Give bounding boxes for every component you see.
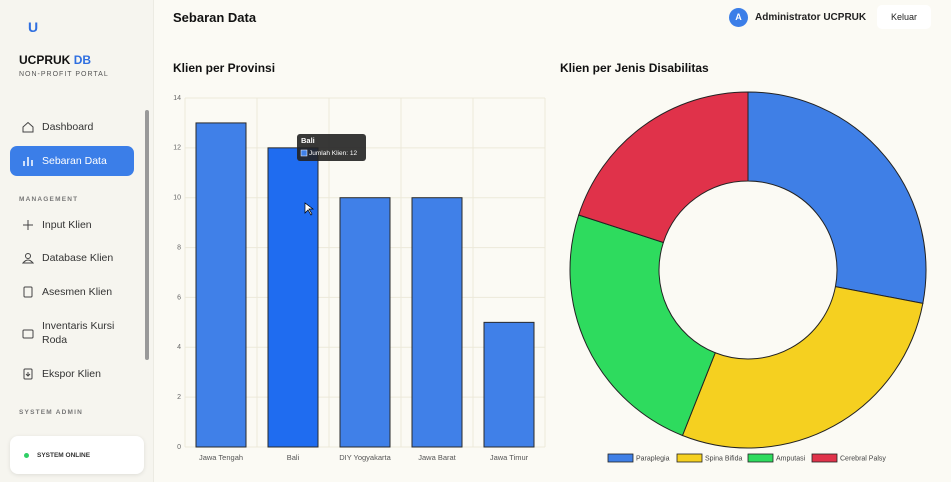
nav-item-active[interactable]: Sebaran Data [10,146,134,176]
bar [267,147,319,448]
tooltip [297,134,366,161]
status-card: SYSTEM ONLINE [10,436,144,474]
section-label: MANAGEMENT [19,196,79,203]
nav-label: Dashboard [42,121,94,133]
chart-title: Klien per Jenis Disabilitas [560,61,709,75]
tooltip-title: Bali [301,136,315,145]
sidebar: U UCPRUK DB NON-PROFIT PORTAL Dashboard … [0,0,154,482]
bar [195,122,247,448]
icon [22,121,34,133]
avatar: A [729,8,748,27]
nav-item[interactable]: Input Klien [10,210,134,240]
y-tick-label: 12 [173,145,181,152]
logo: U [28,19,39,35]
nav-item[interactable]: Database Klien [10,243,134,273]
icon [23,220,33,230]
brand-subtitle: NON-PROFIT PORTAL [19,71,109,78]
y-tick-label: 10 [173,195,181,202]
legend-swatch [676,453,703,463]
tooltip-body: Jumlah Klien: 12 [309,150,357,157]
y-tick-label: 6 [177,294,181,301]
legend-label: Paraplegia [636,455,670,462]
y-tick-label: 2 [177,394,181,401]
nav-label: Asesmen Klien [42,286,113,298]
legend-label: Amputasi [776,455,806,462]
doughnut-slice [747,91,927,304]
status-dot [24,452,29,458]
nav-label: Sebaran Data [42,155,107,167]
bar [483,321,535,448]
nav-label: Database Klien [42,252,114,264]
logout-button[interactable]: Keluar [877,5,931,29]
cursor [304,202,315,216]
icon [22,329,34,339]
chart-title: Klien per Provinsi [173,61,275,75]
x-tick-label: DIY Yogyakarta [339,453,391,462]
y-tick-label: 14 [173,95,181,102]
legend-label: Spina Bifida [705,455,742,462]
doughnut-slice [578,91,749,244]
icon [23,157,33,166]
icon [23,286,33,298]
y-tick-label: 4 [177,344,181,351]
nav-item[interactable]: Dashboard [10,112,134,142]
tooltip-swatch [300,149,308,157]
x-tick-label: Jawa Barat [418,453,456,462]
bar [411,197,463,448]
brand: UCPRUK DB [19,53,91,67]
icon [22,253,34,264]
y-tick-label: 0 [177,444,181,451]
legend-swatch [747,453,774,463]
nav-item[interactable]: Inventaris Kursi Roda [10,318,134,348]
status-text: SYSTEM ONLINE [37,451,91,459]
brand-accent: DB [73,53,92,67]
section-label: SYSTEM ADMIN [19,409,83,416]
legend-label: Cerebral Palsy [840,455,886,462]
x-tick-label: Jawa Timur [490,453,529,462]
x-tick-label: Jawa Tengah [199,453,243,462]
legend-swatch [607,453,634,463]
bar [339,197,391,448]
doughnut-slice [569,214,716,437]
icon [23,368,33,380]
nav-item[interactable]: Ekspor Klien [10,359,134,389]
page-title: Sebaran Data [173,10,257,25]
x-tick-label: Bali [287,453,300,462]
y-tick-label: 8 [177,244,181,251]
nav-label: Input Klien [42,219,92,231]
legend-swatch [811,453,838,463]
nav-item[interactable]: Asesmen Klien [10,277,134,307]
nav-label: Inventaris Kursi Roda [42,320,115,346]
doughnut-slice [681,286,924,449]
scrollbar[interactable] [145,110,149,360]
nav-label: Ekspor Klien [42,368,101,380]
brand-name: UCPRUK [19,53,71,67]
user-name: Administrator UCPRUK [755,12,867,23]
